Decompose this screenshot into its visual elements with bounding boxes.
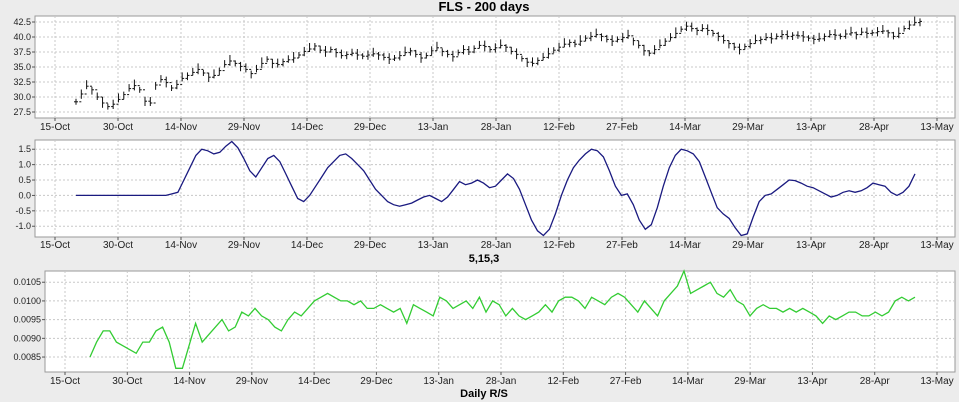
- x-tick-label: 29-Nov: [236, 376, 268, 387]
- x-tick-label: 29-Mar: [732, 240, 764, 251]
- x-tick-label: 15-Oct: [40, 240, 70, 251]
- x-tick-label: 13-May: [920, 376, 953, 387]
- indicator-title: 5,15,3: [469, 253, 500, 265]
- y-tick-label: 0.0105: [13, 277, 41, 287]
- panel-1: -1.0 -0.5 0.0 0.5 1.0 1.5 15-Oct 30-Oct 14-Nov 29…: [15, 139, 956, 251]
- x-tick-label: 29-Nov: [228, 240, 260, 251]
- y-tick-label: 0.0090: [13, 333, 41, 343]
- x-tick-label: 27-Feb: [606, 240, 638, 251]
- x-tick-label: 12-Feb: [543, 122, 575, 133]
- x-tick-label: 28-Jan: [481, 240, 512, 251]
- x-tick-label: 12-Feb: [543, 240, 575, 251]
- x-tick-label: 13-Apr: [796, 122, 827, 133]
- x-tick-label: 14-Mar: [672, 376, 704, 387]
- x-tick-label: 13-Apr: [797, 376, 828, 387]
- x-tick-label: 14-Mar: [669, 122, 701, 133]
- y-tick-label: 32.5: [13, 77, 31, 87]
- x-tick-label: 14-Dec: [291, 122, 323, 133]
- x-tick-label: 13-Apr: [796, 240, 827, 251]
- y-tick-label: 0.0100: [13, 296, 41, 306]
- x-tick-label: 12-Feb: [547, 376, 579, 387]
- x-tick-label: 29-Dec: [360, 376, 392, 387]
- x-tick-label: 29-Dec: [354, 122, 386, 133]
- x-tick-label: 29-Mar: [732, 122, 764, 133]
- y-tick-label: 0.0095: [13, 315, 41, 325]
- x-tick-label: 13-May: [920, 122, 953, 133]
- x-tick-label: 29-Mar: [734, 376, 766, 387]
- y-tick-label: 27.5: [13, 107, 31, 117]
- panel-0: 27.5 30.0 32.5 35.0 37.5 40.0 42.5 15-Oct 30-Oct…: [13, 15, 956, 133]
- x-tick-label: 30-Oct: [112, 376, 142, 387]
- x-tick-label: 14-Nov: [165, 122, 197, 133]
- x-tick-label: 15-Oct: [40, 122, 70, 133]
- y-tick-label: 37.5: [13, 47, 31, 57]
- panel-2: 0.0085 0.0090 0.0095 0.0100 0.0105 15-Oct 30-O…: [13, 269, 956, 387]
- x-tick-label: 13-Jan: [423, 376, 454, 387]
- x-tick-label: 28-Jan: [481, 122, 512, 133]
- x-tick-label: 14-Nov: [173, 376, 205, 387]
- x-tick-label: 14-Dec: [291, 240, 323, 251]
- x-tick-label: 30-Oct: [103, 240, 133, 251]
- x-tick-label: 14-Nov: [165, 240, 197, 251]
- x-tick-label: 28-Apr: [859, 122, 890, 133]
- x-tick-label: 28-Jan: [486, 376, 517, 387]
- y-tick-label: 35.0: [13, 62, 31, 72]
- y-tick-label: 1.5: [18, 144, 31, 154]
- chart-title: FLS - 200 days: [438, 0, 529, 14]
- x-tick-label: 27-Feb: [610, 376, 642, 387]
- plot-frame: [34, 139, 956, 238]
- x-tick-label: 14-Mar: [669, 240, 701, 251]
- x-tick-label: 13-Jan: [418, 122, 449, 133]
- y-tick-label: 40.0: [13, 32, 31, 42]
- x-tick-label: 29-Nov: [228, 122, 260, 133]
- y-tick-label: 1.0: [18, 160, 31, 170]
- series-line: [89, 269, 916, 369]
- x-tick-label: 15-Oct: [50, 376, 80, 387]
- x-tick-label: 13-Jan: [418, 240, 449, 251]
- y-tick-label: 30.0: [13, 92, 31, 102]
- y-tick-label: -1.0: [15, 221, 31, 231]
- x-tick-label: 28-Apr: [860, 376, 891, 387]
- x-tick-label: 30-Oct: [103, 122, 133, 133]
- y-tick-label: 42.5: [13, 17, 31, 27]
- y-tick-label: 0.0085: [13, 352, 41, 362]
- y-tick-label: 0.0: [18, 190, 31, 200]
- x-tick-label: 14-Dec: [298, 376, 330, 387]
- series-line: [76, 140, 916, 237]
- x-tick-label: 13-May: [920, 240, 953, 251]
- x-tick-label: 27-Feb: [606, 122, 638, 133]
- x-tick-label: 28-Apr: [859, 240, 890, 251]
- rs-title: Daily R/S: [460, 388, 508, 400]
- x-tick-label: 29-Dec: [354, 240, 386, 251]
- y-tick-label: 0.5: [18, 175, 31, 185]
- plot-frame: [44, 270, 956, 373]
- y-tick-label: -0.5: [15, 206, 31, 216]
